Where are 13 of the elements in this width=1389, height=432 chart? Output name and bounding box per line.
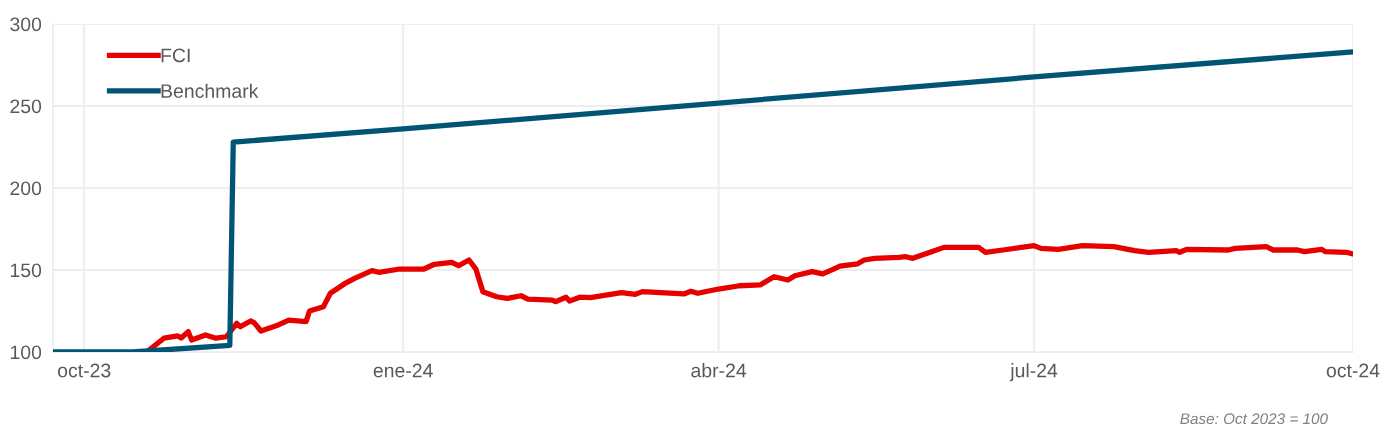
y-tick-label: 100	[10, 345, 42, 360]
x-tick-label: oct-23	[58, 363, 111, 378]
x-tick-label: ene-24	[373, 363, 433, 378]
x-tick-label: jul-24	[1009, 363, 1058, 382]
legend-label: Benchmark	[161, 83, 259, 98]
text: Base: Oct 2023 = 100	[1180, 413, 1328, 425]
x-tick-label: abr-24	[691, 363, 747, 378]
y-tick-label: 250	[10, 99, 42, 114]
legend-label: FCI	[161, 48, 190, 63]
y-tick-label: 150	[10, 263, 42, 278]
x-tick-label: oct-24	[1326, 363, 1380, 378]
y-tick-label: 300	[10, 17, 42, 32]
y-tick-label: 200	[10, 181, 42, 196]
